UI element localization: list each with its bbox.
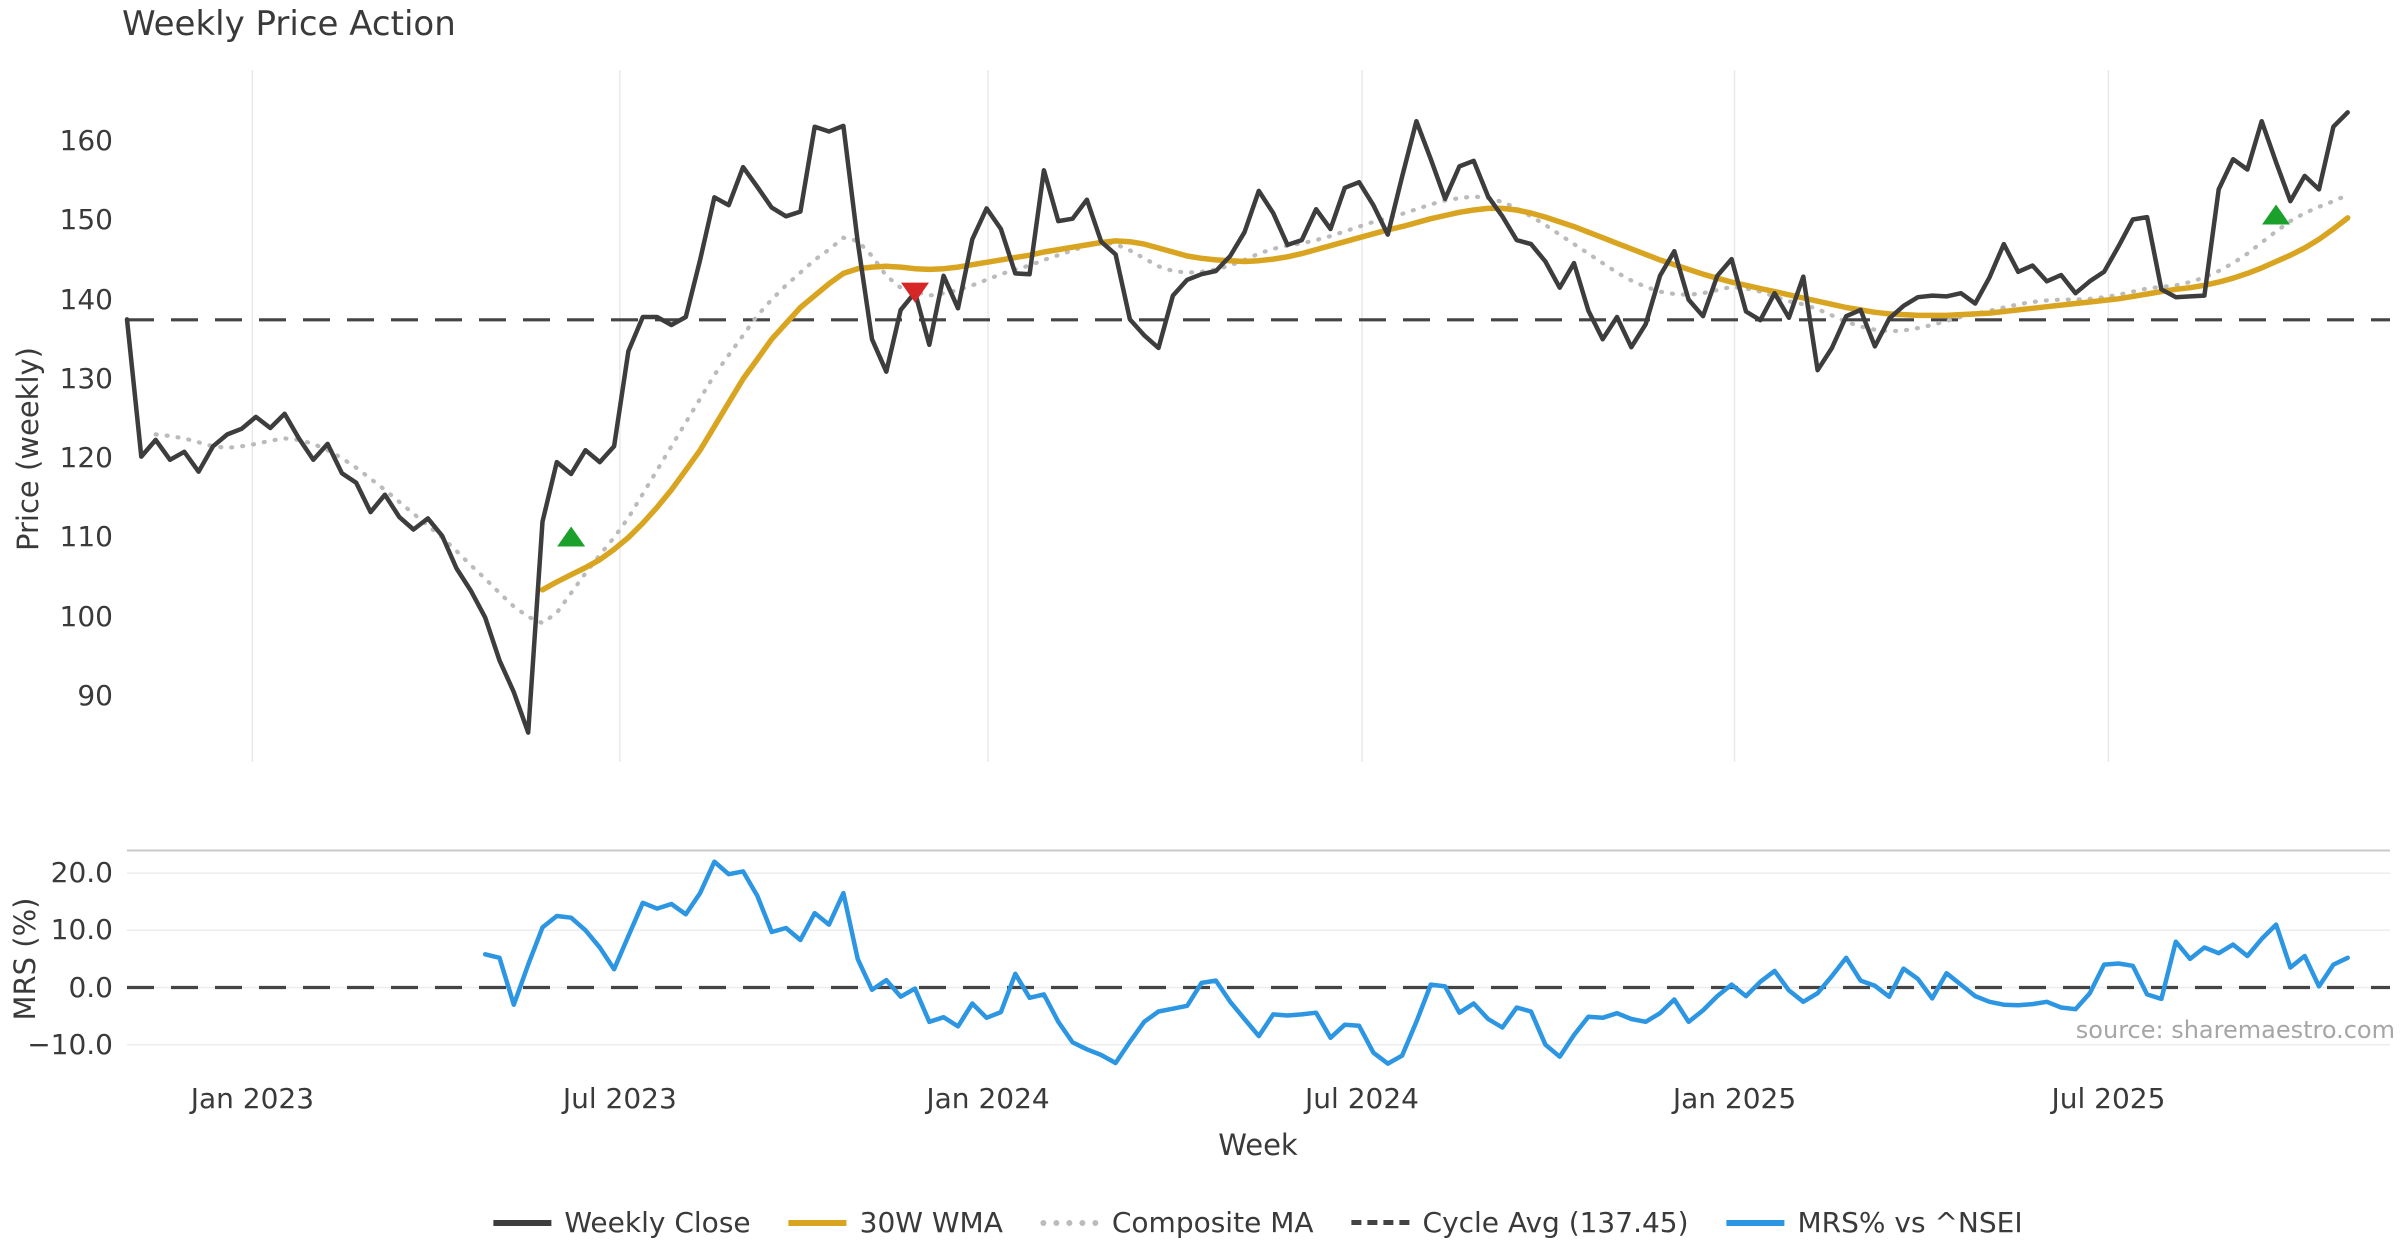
price-ytick-label: 130 xyxy=(59,361,113,395)
legend-line-sample xyxy=(1726,1219,1785,1226)
buy-signal-marker xyxy=(557,526,586,547)
price-ytick-label: 160 xyxy=(59,123,113,157)
legend-line-sample xyxy=(1040,1219,1099,1226)
price-ytick-label: 110 xyxy=(59,520,113,554)
legend-label: Composite MA xyxy=(1111,1206,1314,1239)
buy-signal-marker xyxy=(2262,204,2291,225)
price-ytick-label: 100 xyxy=(59,599,113,633)
price-ytick-label: 120 xyxy=(59,441,113,475)
chart-title: Weekly Price Action xyxy=(122,4,456,44)
legend-line-sample xyxy=(788,1219,847,1226)
x-tick-label: Jul 2023 xyxy=(562,1082,677,1115)
x-tick-label: Jan 2023 xyxy=(190,1082,315,1115)
x-tick-label: Jul 2025 xyxy=(2051,1082,2166,1115)
price-ytick-label: 90 xyxy=(77,679,113,713)
legend-item: Composite MA xyxy=(1040,1206,1314,1239)
legend-line-sample xyxy=(1351,1220,1410,1225)
wma-line xyxy=(539,205,2351,593)
mrs-ytick-label: 10.0 xyxy=(50,913,113,947)
mrs-axis-label: MRS (%) xyxy=(8,897,42,1021)
legend-item: MRS% vs ^NSEI xyxy=(1726,1206,2023,1239)
legend-label: Weekly Close xyxy=(564,1206,751,1239)
x-tick-label: Jan 2025 xyxy=(1672,1082,1797,1115)
legend-line-sample xyxy=(493,1219,552,1226)
legend-label: Cycle Avg (137.45) xyxy=(1422,1206,1689,1239)
legend-item: Weekly Close xyxy=(493,1206,751,1239)
x-tick-label: Jul 2024 xyxy=(1305,1082,1419,1115)
price-ytick-label: 150 xyxy=(59,203,113,237)
legend: Weekly Close 30W WMA Composite MA Cycle Avg… xyxy=(493,1206,2023,1239)
price-ytick-label: 140 xyxy=(59,282,113,316)
mrs-ytick-label: 0.0 xyxy=(68,970,113,1004)
legend-item: 30W WMA xyxy=(788,1206,1003,1239)
legend-label: MRS% vs ^NSEI xyxy=(1797,1206,2023,1239)
sell-signal-marker xyxy=(900,282,929,303)
mrs-ytick-label: 20.0 xyxy=(50,856,113,890)
weekly-close-line xyxy=(124,110,2350,735)
x-axis-label: Week xyxy=(1218,1128,1298,1162)
x-tick-label: Jan 2024 xyxy=(926,1082,1050,1115)
source-watermark: source: sharemaestro.com xyxy=(2075,1016,2395,1044)
mrs-ytick-label: −10.0 xyxy=(27,1027,113,1061)
legend-item: Cycle Avg (137.45) xyxy=(1351,1206,1689,1239)
mrs-line xyxy=(482,859,2350,1066)
legend-label: 30W WMA xyxy=(859,1206,1003,1239)
